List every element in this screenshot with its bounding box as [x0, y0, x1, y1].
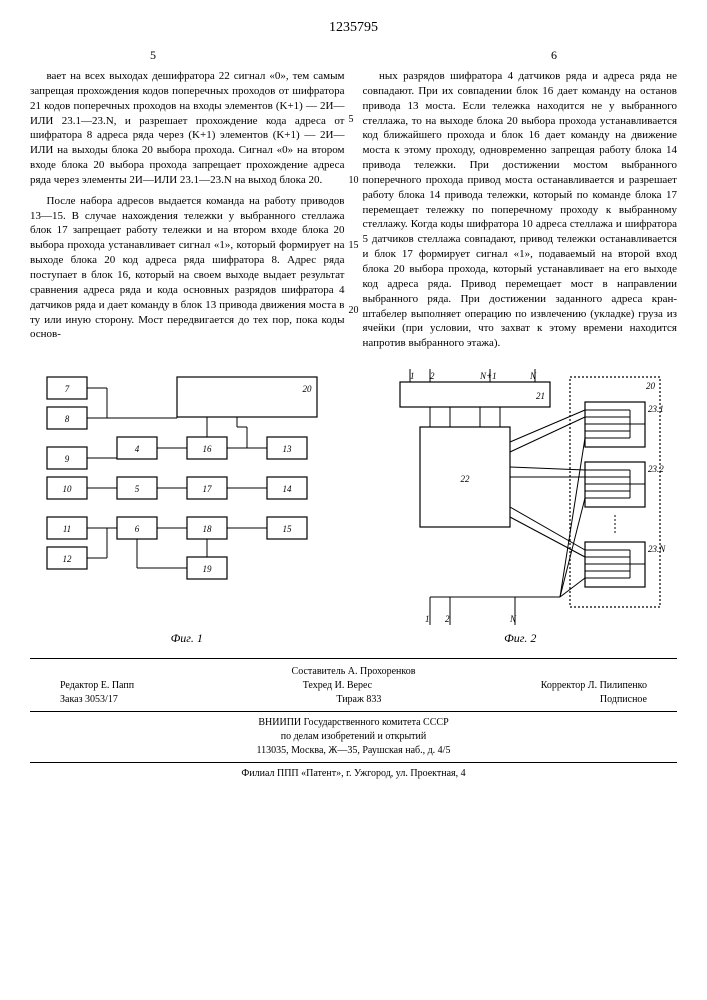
footer-compiler: Составитель А. Прохоренков [30, 665, 677, 679]
para: ных разрядов шифратора 4 датчиков ряда и… [363, 69, 678, 351]
col-num-left: 5 [150, 48, 156, 63]
box-label: 4 [135, 444, 140, 454]
footer-signed: Подписное [600, 693, 647, 707]
box-label: 23.2 [648, 464, 664, 474]
bot-label: N [509, 614, 517, 624]
footer-org2: по делам изобретений и открытий [30, 730, 677, 744]
box-label: 23.N [648, 544, 666, 554]
figure-1: 7 8 9 10 11 12 4 5 6 20 16 17 18 19 [30, 367, 344, 646]
figures-row: 7 8 9 10 11 12 4 5 6 20 16 17 18 19 [30, 367, 677, 646]
box-label: 8 [65, 414, 70, 424]
bot-label: 2 [445, 614, 450, 624]
footer-org1: ВНИИПИ Государственного комитета СССР [30, 716, 677, 730]
top-label: N [529, 371, 537, 381]
line-marker: 10 [349, 174, 359, 188]
box-label: 14 [282, 484, 292, 494]
top-label: 2 [430, 371, 435, 381]
footer-addr2: Филиал ППП «Патент», г. Ужгород, ул. Про… [30, 767, 677, 781]
box-label: 11 [63, 524, 71, 534]
para: вает на всех выходах дешифратора 22 сигн… [30, 69, 345, 188]
footer-corrector: Корректор Л. Пилипенко [541, 679, 647, 693]
footer-order: Заказ 3053/17 [60, 693, 118, 707]
left-column: вает на всех выходах дешифратора 22 сигн… [30, 69, 345, 357]
box-label: 5 [135, 484, 140, 494]
bot-label: 1 [425, 614, 430, 624]
box-label: 10 [62, 484, 72, 494]
fig2-svg: 20 21 1 2 N+1 N 22 23.1 23.2 [370, 367, 670, 627]
box-label: 15 [282, 524, 292, 534]
right-column: 5 10 15 20 ных разрядов шифратора 4 датч… [363, 69, 678, 357]
box-label: 6 [135, 524, 140, 534]
line-marker: 15 [349, 239, 359, 253]
box-label: 19 [202, 564, 212, 574]
fig1-svg: 7 8 9 10 11 12 4 5 6 20 16 17 18 19 [37, 367, 337, 627]
box-label: 23.1 [648, 404, 664, 414]
box-label: 12 [62, 554, 72, 564]
box-label: 21 [536, 391, 545, 401]
box-label: 9 [65, 454, 70, 464]
box-label: 13 [282, 444, 292, 454]
para: После набора адресов выдается команда на… [30, 194, 345, 342]
body-columns: вает на всех выходах дешифратора 22 сигн… [30, 69, 677, 357]
col-num-right: 6 [551, 48, 557, 63]
fig2-label: Фиг. 2 [364, 631, 678, 646]
footer-tirazh: Тираж 833 [336, 693, 381, 707]
column-numbers: 5 6 [30, 48, 677, 63]
footer-addr1: 113035, Москва, Ж—35, Раушская наб., д. … [30, 744, 677, 758]
fig1-label: Фиг. 1 [30, 631, 344, 646]
patent-number: 1235795 [30, 20, 677, 36]
top-label: N+1 [479, 371, 497, 381]
footer-editor: Редактор Е. Папп [60, 679, 134, 693]
box-label: 17 [202, 484, 212, 494]
top-label: 1 [410, 371, 415, 381]
line-marker: 5 [349, 113, 354, 127]
box-label: 18 [202, 524, 212, 534]
line-marker: 20 [349, 304, 359, 318]
footer-tech: Техред И. Верес [303, 679, 372, 693]
box-label: 20 [302, 384, 312, 394]
figure-2: 20 21 1 2 N+1 N 22 23.1 23.2 [364, 367, 678, 646]
box-label: 16 [202, 444, 212, 454]
box-label: 22 [461, 474, 471, 484]
box-label: 7 [65, 384, 70, 394]
footer: Составитель А. Прохоренков Редактор Е. П… [30, 658, 677, 781]
box-label: 20 [646, 381, 656, 391]
